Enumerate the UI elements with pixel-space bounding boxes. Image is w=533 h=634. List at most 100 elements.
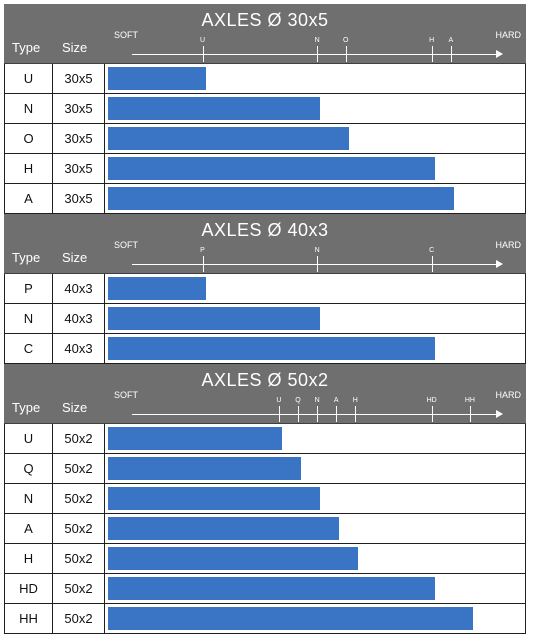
table-row: Q 50x2 [4, 454, 526, 484]
scale-tick [431, 46, 433, 62]
type-cell: HD [5, 574, 53, 603]
type-cell: N [5, 304, 53, 333]
hardness-bar [108, 427, 282, 450]
table-row: N 40x3 [4, 304, 526, 334]
scale-tick [469, 406, 471, 422]
size-cell: 30x5 [53, 64, 105, 93]
type-cell: A [5, 514, 53, 543]
type-cell: HH [5, 604, 53, 633]
hardness-bar [108, 307, 321, 330]
hardness-bar [108, 487, 321, 510]
table-row: H 50x2 [4, 544, 526, 574]
table-row: A 50x2 [4, 514, 526, 544]
scale-arrow-icon [496, 410, 503, 418]
column-header-type: Type [12, 400, 41, 415]
type-cell: N [5, 484, 53, 513]
size-cell: 40x3 [53, 334, 105, 363]
column-header-size: Size [62, 250, 88, 265]
table-row: N 30x5 [4, 94, 526, 124]
table-row: H 30x5 [4, 154, 526, 184]
column-header-size: Size [62, 40, 88, 55]
size-cell: 50x2 [53, 454, 105, 483]
type-cell: H [5, 154, 53, 183]
section-header: AXLES Ø 50x2 Type Size SOFT HARD U Q N A H HD HH [4, 364, 526, 424]
scale-tick [317, 256, 319, 272]
scale-tick-label: A [448, 37, 454, 44]
scale-tick [450, 46, 452, 62]
size-cell: 30x5 [53, 184, 105, 213]
hardness-bar [108, 517, 340, 540]
column-header-type: Type [12, 40, 41, 55]
scale-tick-label: O [343, 37, 349, 44]
size-cell: 50x2 [53, 484, 105, 513]
type-cell: U [5, 64, 53, 93]
scale-tick-label: N [314, 247, 320, 254]
size-cell: 30x5 [53, 154, 105, 183]
size-cell: 30x5 [53, 94, 105, 123]
table-row: C 40x3 [4, 334, 526, 364]
scale-tick-label: P [200, 247, 205, 254]
scale-tick [317, 46, 319, 62]
scale-label-soft: SOFT [114, 390, 138, 400]
type-cell: A [5, 184, 53, 213]
scale-tick [298, 406, 299, 422]
type-cell: Q [5, 454, 53, 483]
scale-label-hard: HARD [495, 240, 521, 250]
section-title: AXLES Ø 40x3 [201, 220, 329, 240]
section-header: AXLES Ø 40x3 Type Size SOFT HARD P N C [4, 214, 526, 274]
scale-label-hard: HARD [495, 30, 521, 40]
scale-label-soft: SOFT [114, 30, 138, 40]
type-cell: C [5, 334, 53, 363]
hardness-bar [108, 67, 206, 90]
hardness-bar [108, 457, 301, 480]
type-cell: H [5, 544, 53, 573]
type-cell: O [5, 124, 53, 153]
size-cell: 40x3 [53, 274, 105, 303]
scale-label-soft: SOFT [114, 240, 138, 250]
section-header: AXLES Ø 30x5 Type Size SOFT HARD U N O H A [4, 4, 526, 64]
scale-tick-label: N [314, 397, 320, 404]
section-title: AXLES Ø 50x2 [201, 370, 329, 390]
scale-tick [278, 406, 280, 422]
table-row: N 50x2 [4, 484, 526, 514]
scale-tick-label: H [352, 397, 358, 404]
scale-tick [336, 406, 338, 422]
size-cell: 30x5 [53, 124, 105, 153]
size-cell: 50x2 [53, 574, 105, 603]
table-row: HD 50x2 [4, 574, 526, 604]
hardness-bar [108, 337, 435, 360]
scale-tick-label: C [429, 247, 435, 254]
type-cell: U [5, 424, 53, 453]
hardness-bar [108, 577, 435, 600]
hardness-bar [108, 607, 473, 630]
table-row: A 30x5 [4, 184, 526, 214]
scale-tick-label: HH [464, 397, 475, 404]
axle-hardness-chart: AXLES Ø 30x5 Type Size SOFT HARD U N O H A U 30x5 N 3… [4, 4, 526, 634]
hardness-bar [108, 97, 321, 120]
scale-tick-label: A [333, 397, 339, 404]
scale-tick [431, 256, 433, 272]
scale-tick [202, 256, 204, 272]
hardness-bar [108, 127, 349, 150]
scale-tick-label: HD [426, 397, 437, 404]
table-row: O 30x5 [4, 124, 526, 154]
scale-tick [345, 46, 347, 62]
scale-axis-line [132, 414, 498, 415]
scale-tick-label: U [276, 397, 282, 404]
scale-axis-line [132, 264, 498, 265]
type-cell: N [5, 94, 53, 123]
size-cell: 50x2 [53, 424, 105, 453]
table-row: HH 50x2 [4, 604, 526, 634]
scale-arrow-icon [496, 260, 503, 268]
scale-tick-label: H [429, 37, 435, 44]
scale-tick-label: U [199, 37, 206, 44]
scale-tick [202, 46, 204, 62]
type-cell: P [5, 274, 53, 303]
column-header-size: Size [62, 400, 88, 415]
scale-tick [355, 406, 357, 422]
scale-tick-label: N [314, 37, 320, 44]
size-cell: 50x2 [53, 514, 105, 543]
scale-tick [431, 406, 433, 422]
scale-arrow-icon [496, 50, 503, 58]
column-header-type: Type [12, 250, 41, 265]
